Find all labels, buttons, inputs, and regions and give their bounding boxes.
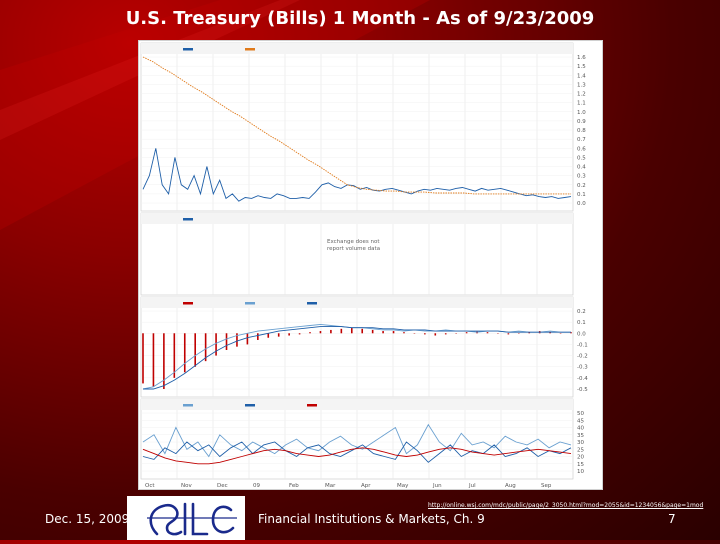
macd-histogram-bar — [393, 331, 395, 333]
legend-swatch — [307, 404, 317, 407]
macd-histogram-bar — [247, 333, 249, 344]
macd-histogram-bar — [226, 333, 228, 350]
y-tick-label: 0.1 — [577, 192, 586, 198]
macd-histogram-bar — [372, 330, 374, 333]
y-tick-label: 1.3 — [577, 82, 586, 88]
macd-histogram-bar — [382, 331, 384, 333]
macd-histogram-bar — [403, 332, 405, 333]
panel-legend-bar-volume — [141, 213, 573, 224]
y-tick-label: 0.8 — [577, 128, 586, 134]
legend-swatch — [245, 404, 255, 407]
y-tick-label: 0.5 — [577, 155, 586, 161]
y-tick-label: -0.5 — [577, 387, 588, 393]
macd-histogram-bar — [361, 329, 363, 333]
y-tick-label: 0.6 — [577, 146, 586, 152]
x-tick-label: Mar — [325, 483, 336, 489]
y-tick-label: 0.2 — [577, 183, 586, 189]
macd-histogram-bar — [445, 333, 447, 334]
volume-note-text: report volume data — [327, 246, 380, 252]
y-tick-label: 1.2 — [577, 92, 586, 98]
macd-histogram-bar — [487, 332, 489, 333]
panel-legend-bar-macd — [141, 297, 573, 308]
macd-histogram-bar — [267, 333, 269, 337]
legend-swatch — [183, 48, 193, 51]
y-tick-label: 1.4 — [577, 73, 586, 79]
y-tick-label: 0.4 — [577, 165, 586, 171]
x-tick-label: Sep — [541, 483, 552, 489]
macd-histogram-bar — [184, 333, 186, 372]
macd-histogram-bar — [351, 328, 353, 334]
macd-histogram-bar — [424, 333, 426, 334]
y-tick-label: 20 — [577, 455, 584, 461]
silc-logo-icon — [127, 496, 245, 540]
x-tick-label: May — [397, 483, 409, 489]
macd-histogram-bar — [309, 332, 311, 333]
legend-swatch — [245, 48, 255, 51]
x-tick-label: 09 — [253, 483, 260, 489]
y-tick-label: -0.3 — [577, 365, 588, 371]
macd-histogram-bar — [299, 333, 301, 334]
y-tick-label: 0.9 — [577, 119, 586, 125]
volume-note-text: Exchange does not — [327, 239, 380, 245]
y-tick-label: 40 — [577, 426, 584, 432]
legend-swatch — [183, 404, 193, 407]
y-tick-label: 0.0 — [577, 201, 586, 207]
legend-swatch — [183, 302, 193, 305]
macd-histogram-bar — [194, 333, 196, 366]
y-tick-label: 0.7 — [577, 137, 586, 143]
y-tick-label: 25 — [577, 447, 584, 453]
y-tick-label: 0.0 — [577, 331, 586, 337]
macd-histogram-bar — [278, 333, 280, 336]
macd-histogram-bar — [142, 333, 144, 383]
source-url-link[interactable]: http://online.wsj.com/mdc/public/page/2_… — [428, 502, 703, 509]
y-tick-label: 45 — [577, 418, 584, 424]
x-tick-label: Oct — [145, 483, 155, 489]
y-tick-label: 0.3 — [577, 174, 586, 180]
x-tick-label: Apr — [361, 483, 371, 489]
panel-legend-bar-dmi — [141, 399, 573, 410]
footer-date: Dec. 15, 2009 — [45, 512, 129, 526]
x-tick-label: Jun — [432, 483, 442, 489]
macd-histogram-bar — [320, 331, 322, 333]
x-tick-label: Feb — [289, 483, 299, 489]
legend-swatch — [245, 302, 255, 305]
x-tick-label: Dec — [217, 483, 228, 489]
macd-histogram-bar — [341, 329, 343, 333]
macd-histogram-bar — [508, 333, 510, 334]
y-tick-label: 50 — [577, 411, 584, 417]
treasury-chart: 1.6 1.5 1.4 1.3 1.2 1.1 1.0 0.9 0.8 0.7 0.6 0.5 0.4 0… — [139, 41, 602, 489]
y-tick-label: -0.2 — [577, 354, 588, 360]
x-tick-label: Aug — [505, 483, 516, 489]
y-tick-label: -0.1 — [577, 342, 588, 348]
y-tick-label: 1.1 — [577, 101, 586, 107]
y-tick-label: 10 — [577, 469, 584, 475]
y-tick-label: 0.2 — [577, 309, 586, 315]
y-tick-label: 0.1 — [577, 320, 586, 326]
y-tick-label: -0.4 — [577, 376, 588, 382]
panel-legend-bar-price — [141, 43, 573, 54]
legend-swatch — [307, 302, 317, 305]
macd-histogram-bar — [330, 330, 332, 333]
macd-histogram-bar — [434, 333, 436, 335]
y-tick-label: 35 — [577, 433, 584, 439]
footer-course: Financial Institutions & Markets, Ch. 9 — [258, 512, 485, 526]
y-tick-label: 1.0 — [577, 110, 586, 116]
macd-histogram-bar — [215, 333, 217, 355]
macd-histogram-bar — [153, 333, 155, 386]
legend-swatch — [183, 218, 193, 221]
y-tick-label: 1.6 — [577, 55, 586, 61]
x-tick-label: Jul — [468, 483, 476, 489]
macd-histogram-bar — [257, 333, 259, 340]
slide-title: U.S. Treasury (Bills) 1 Month - As of 9/… — [0, 8, 720, 29]
macd-histogram-bar — [466, 332, 468, 333]
macd-histogram-bar — [288, 333, 290, 335]
y-tick-label: 30 — [577, 440, 584, 446]
x-tick-label: Nov — [181, 483, 192, 489]
y-tick-label: 15 — [577, 462, 584, 468]
macd-histogram-bar — [174, 333, 176, 378]
y-tick-label: 1.5 — [577, 64, 586, 70]
page-number: 7 — [668, 512, 676, 526]
chart-panel: 1.6 1.5 1.4 1.3 1.2 1.1 1.0 0.9 0.8 0.7 0.6 0.5 0.4 0… — [138, 40, 603, 490]
